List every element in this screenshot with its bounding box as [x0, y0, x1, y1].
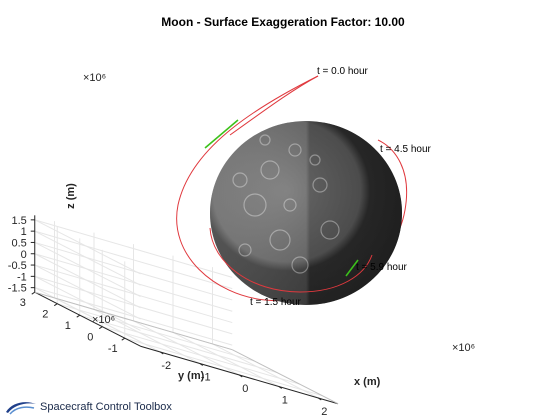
x-tick-label: 0: [242, 383, 248, 395]
y-tick-label: 0: [87, 332, 93, 344]
z-tick-label: 0: [21, 249, 27, 261]
grid-line: [34, 264, 141, 320]
crater: [309, 154, 321, 166]
y-tick-label: -1: [108, 343, 118, 355]
chart-title: Moon - Surface Exaggeration Factor: 10.0…: [161, 15, 405, 29]
grid-line: [124, 337, 323, 397]
crater: [243, 193, 267, 217]
x-tick-label: -1: [201, 371, 211, 383]
swoosh-logo-icon: [6, 402, 36, 415]
x-tick-label: 2: [321, 406, 327, 418]
z-tick-label: -0.5: [8, 260, 27, 272]
z-exponent: ×10⁶: [83, 72, 106, 84]
crater: [238, 243, 252, 257]
annotation-t0: t = 0.0 hour: [317, 66, 369, 77]
x-tick-label: -2: [161, 360, 171, 372]
grid-line: [34, 253, 141, 309]
crater: [283, 198, 297, 212]
x-axis-label: x (m): [354, 376, 381, 388]
z-tick-label: 0.5: [11, 237, 26, 249]
crater: [291, 256, 309, 274]
ground-track-segment: [345, 259, 359, 277]
z-tick-label: 1.5: [11, 215, 26, 227]
annotation-t59: t = 5.9 hour: [356, 262, 408, 273]
x-tick: [159, 351, 164, 355]
y-tick-label: 2: [42, 309, 48, 321]
y-tick: [31, 291, 36, 295]
box-edge: [232, 349, 339, 405]
y-tick: [53, 303, 58, 307]
ground-track-segment: [204, 119, 239, 149]
box-edge: [34, 291, 233, 351]
orbit-path-back: [176, 75, 408, 302]
crater: [320, 220, 340, 240]
crater: [260, 160, 280, 180]
y-tick: [98, 326, 103, 330]
x-tick: [278, 386, 283, 389]
x-tick: [238, 374, 243, 378]
x-tick: [199, 363, 204, 366]
x-exponent: ×10⁶: [452, 342, 475, 354]
y-axis-line: [34, 291, 141, 347]
footer-brand-text: Spacecraft Control Toolbox: [40, 401, 172, 413]
orbit-back: [176, 75, 408, 302]
y-tick-label: 1: [65, 320, 71, 332]
grid-line: [79, 314, 278, 374]
orbit-front: [204, 75, 373, 293]
z-tick-label: -1: [17, 271, 27, 283]
y-tick: [121, 337, 126, 341]
annotation-t45: t = 4.5 hour: [380, 144, 432, 155]
moon-sphere: [210, 121, 402, 305]
x-tick-label: 1: [282, 394, 288, 406]
grid-line: [34, 275, 141, 331]
x-tick: [317, 397, 322, 401]
crater: [288, 143, 302, 157]
orbit-path-front: [229, 75, 319, 136]
crater: [312, 177, 328, 193]
y-tick: [76, 314, 81, 318]
y-tick-label: 3: [20, 297, 26, 309]
crater: [232, 172, 248, 188]
crater: [269, 229, 291, 251]
orbit-path-front: [209, 227, 373, 293]
y-exponent: ×10⁶: [92, 314, 115, 326]
z-tick-label: 1: [21, 226, 27, 238]
grid-line: [57, 303, 255, 362]
grid-line: [34, 242, 141, 297]
crater: [259, 134, 271, 146]
z-axis-label: z (m): [65, 183, 77, 209]
annotation-t15: t = 1.5 hour: [250, 297, 302, 308]
grid-line: [102, 326, 300, 385]
grid-line: [34, 230, 141, 286]
y-axis-label: y (m): [178, 370, 205, 382]
axes-box: [34, 215, 339, 405]
footer-brand: Spacecraft Control Toolbox: [4, 398, 172, 416]
z-tick-label: -1.5: [8, 283, 27, 295]
grid-line: [34, 219, 141, 275]
